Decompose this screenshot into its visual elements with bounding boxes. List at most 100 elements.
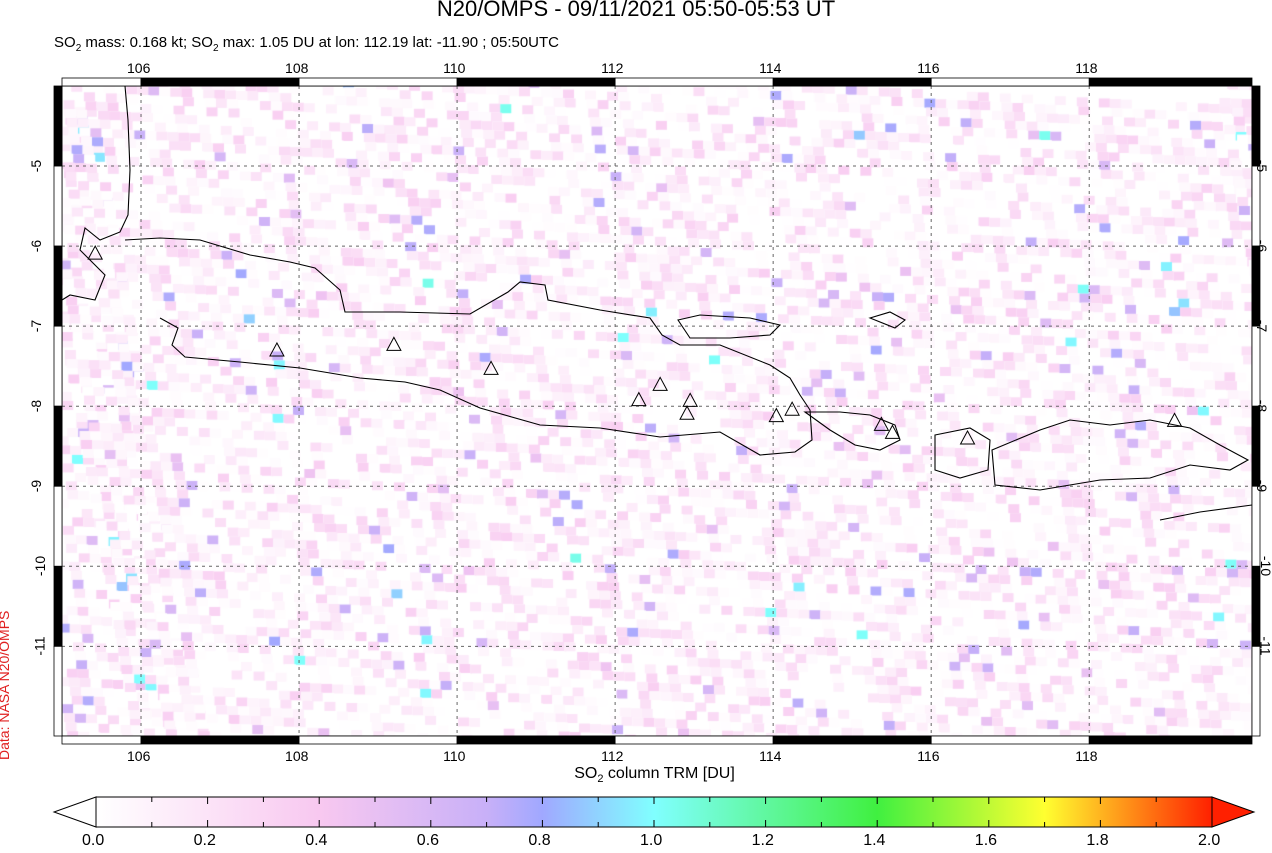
volcano-icon [269, 341, 285, 357]
frame-bar [614, 735, 774, 745]
frame-bar [1251, 405, 1261, 487]
frame-bar [1251, 245, 1261, 327]
tick-label: 0.0 [82, 832, 105, 849]
tick-label: -10 [32, 556, 49, 577]
subscript: 2 [597, 773, 604, 786]
tick-label: 106 [127, 60, 151, 76]
frame-bar [1251, 85, 1261, 167]
tick-label: -9 [28, 480, 45, 493]
frame-bar [61, 77, 142, 87]
volcano-icon [630, 391, 647, 407]
so2-pixels [62, 86, 1252, 736]
tick-label: -6 [1254, 239, 1271, 253]
volcano-icon [87, 245, 104, 260]
frame-bar [1251, 325, 1261, 407]
colorbar-title: SO2 column TRM [DU] [0, 765, 1272, 785]
frame-bar [298, 735, 458, 745]
coastline [803, 411, 901, 451]
volcano-icon [483, 360, 499, 375]
tick-label: 108 [285, 748, 309, 764]
tick-label: 1.4 [863, 832, 886, 849]
map-title: N20/OMPS - 09/11/2021 05:50-05:53 UT [436, 0, 836, 21]
frame-bar [53, 645, 63, 737]
volcano-icon [386, 336, 402, 351]
so2-label: SO [54, 34, 76, 51]
tick-label: -5 [1254, 159, 1271, 173]
frame-bar [930, 77, 1090, 87]
tick-label: 2.0 [1198, 832, 1221, 849]
tick-label: 112 [601, 748, 624, 764]
frame-bar [140, 735, 300, 745]
tick-label: -6 [28, 239, 45, 253]
subscript: 2 [75, 43, 82, 54]
colorbar-max-arrow [1211, 796, 1256, 828]
frame-bar [614, 77, 774, 87]
tick-label: 0.6 [416, 832, 440, 849]
frame-bar [1251, 565, 1261, 647]
frame-bar [61, 735, 142, 745]
frame-bar [53, 165, 63, 247]
frame-bar [53, 565, 63, 647]
volcano-icon [784, 401, 800, 416]
coastline [61, 85, 131, 301]
frame-bar [456, 735, 616, 745]
frame-bar [53, 485, 63, 567]
volcano-icon [679, 405, 695, 420]
tick-label: 1.8 [1086, 832, 1109, 849]
tick-label: -5 [28, 159, 45, 173]
frame-bar [140, 77, 300, 87]
tick-label: 0.2 [193, 832, 216, 849]
tick-label: 0.8 [528, 832, 551, 849]
coastline [124, 237, 813, 456]
tick-label: -9 [1254, 480, 1271, 493]
tick-label: 116 [917, 60, 940, 76]
tick-label: -11 [31, 636, 48, 656]
tick-label: 114 [759, 60, 782, 76]
tick-label: -10 [1258, 556, 1272, 577]
tick-label: 0.4 [305, 832, 328, 849]
frame-bar [53, 245, 63, 327]
tick-label: 1.6 [974, 832, 998, 849]
so2-label: SO [191, 34, 213, 51]
frame-bar [53, 325, 63, 407]
frame-bar [1088, 735, 1253, 745]
map-frame [61, 85, 1253, 737]
frame-bar [456, 77, 616, 87]
tick-label: 106 [127, 748, 151, 764]
tick-label: -11 [1257, 636, 1272, 656]
tick-label: 110 [443, 748, 466, 764]
colorbar-unit: column TRM [DU] [603, 765, 735, 782]
coastline [677, 314, 782, 339]
volcano-icon [682, 392, 699, 407]
tick-label: 118 [1075, 748, 1098, 764]
frame-bar [930, 735, 1090, 745]
frame-bar [1251, 645, 1261, 737]
colorbar-min-arrow [52, 796, 97, 828]
tick-label: -8 [1254, 399, 1271, 413]
map-subtitle: SO2 mass: 0.168 kt; SO2 max: 1.05 DU at … [54, 34, 559, 54]
tick-label: -8 [28, 399, 45, 413]
tick-label: -7 [28, 319, 45, 333]
coastline [868, 311, 906, 329]
coastline [1159, 504, 1253, 521]
tick-label: 108 [285, 60, 309, 76]
so2-label: SO [574, 765, 598, 782]
volcano-icon [959, 429, 976, 445]
tick-label: 112 [601, 60, 624, 76]
frame-bar [772, 735, 932, 745]
tick-label: -7 [1254, 319, 1271, 333]
volcano-icon [873, 416, 890, 431]
tick-label: 116 [917, 748, 940, 764]
frame-bar [1251, 165, 1261, 247]
mass-text: mass: 0.168 kt; [81, 34, 192, 51]
coastline [991, 419, 1250, 491]
tick-label: 1.0 [640, 832, 663, 849]
max-text: max: 1.05 DU at lon: 112.19 lat: -11.90 … [218, 34, 560, 51]
tick-label: 114 [759, 748, 782, 764]
frame-bar [1251, 485, 1261, 567]
frame-bar [53, 405, 63, 487]
frame-bar [298, 77, 458, 87]
volcano-icon [884, 424, 901, 439]
volcano-icon [768, 407, 785, 423]
